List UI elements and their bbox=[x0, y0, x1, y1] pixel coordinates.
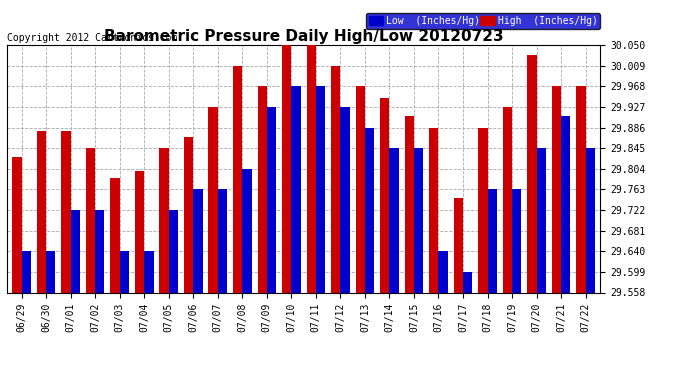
Bar bbox=[389, 148, 399, 292]
Bar bbox=[184, 136, 193, 292]
Bar bbox=[527, 55, 537, 292]
Bar bbox=[12, 157, 21, 292]
Bar bbox=[561, 116, 571, 292]
Bar bbox=[586, 148, 595, 292]
Bar bbox=[414, 148, 423, 292]
Bar bbox=[242, 169, 252, 292]
Bar bbox=[233, 66, 242, 292]
Bar bbox=[429, 128, 438, 292]
Bar bbox=[340, 107, 350, 292]
Bar bbox=[463, 272, 472, 292]
Bar bbox=[208, 107, 218, 292]
Bar bbox=[218, 189, 227, 292]
Bar bbox=[282, 45, 291, 292]
Bar bbox=[46, 251, 55, 292]
Bar bbox=[61, 130, 70, 292]
Bar bbox=[488, 189, 497, 292]
Bar bbox=[135, 171, 144, 292]
Bar bbox=[576, 86, 586, 292]
Bar bbox=[70, 210, 80, 292]
Title: Barometric Pressure Daily High/Low 20120723: Barometric Pressure Daily High/Low 20120… bbox=[104, 29, 504, 44]
Bar bbox=[95, 210, 104, 292]
Bar bbox=[291, 86, 301, 292]
Bar bbox=[404, 116, 414, 292]
Legend: Low  (Inches/Hg), High  (Inches/Hg): Low (Inches/Hg), High (Inches/Hg) bbox=[366, 13, 600, 28]
Bar bbox=[552, 86, 561, 292]
Bar bbox=[257, 86, 267, 292]
Bar bbox=[21, 251, 31, 292]
Bar bbox=[144, 251, 154, 292]
Bar bbox=[267, 107, 276, 292]
Bar bbox=[537, 148, 546, 292]
Bar bbox=[503, 107, 512, 292]
Bar bbox=[86, 148, 95, 292]
Bar bbox=[331, 66, 340, 292]
Bar bbox=[306, 45, 316, 292]
Bar bbox=[355, 86, 365, 292]
Bar bbox=[110, 178, 119, 292]
Bar bbox=[453, 198, 463, 292]
Bar bbox=[380, 98, 389, 292]
Bar bbox=[365, 128, 374, 292]
Text: Copyright 2012 Cartronics.com: Copyright 2012 Cartronics.com bbox=[7, 33, 177, 42]
Bar bbox=[169, 210, 178, 292]
Bar bbox=[119, 251, 129, 292]
Bar bbox=[37, 130, 46, 292]
Bar bbox=[438, 251, 448, 292]
Bar bbox=[512, 189, 522, 292]
Bar bbox=[193, 189, 203, 292]
Bar bbox=[478, 128, 488, 292]
Bar bbox=[159, 148, 169, 292]
Bar bbox=[316, 86, 325, 292]
